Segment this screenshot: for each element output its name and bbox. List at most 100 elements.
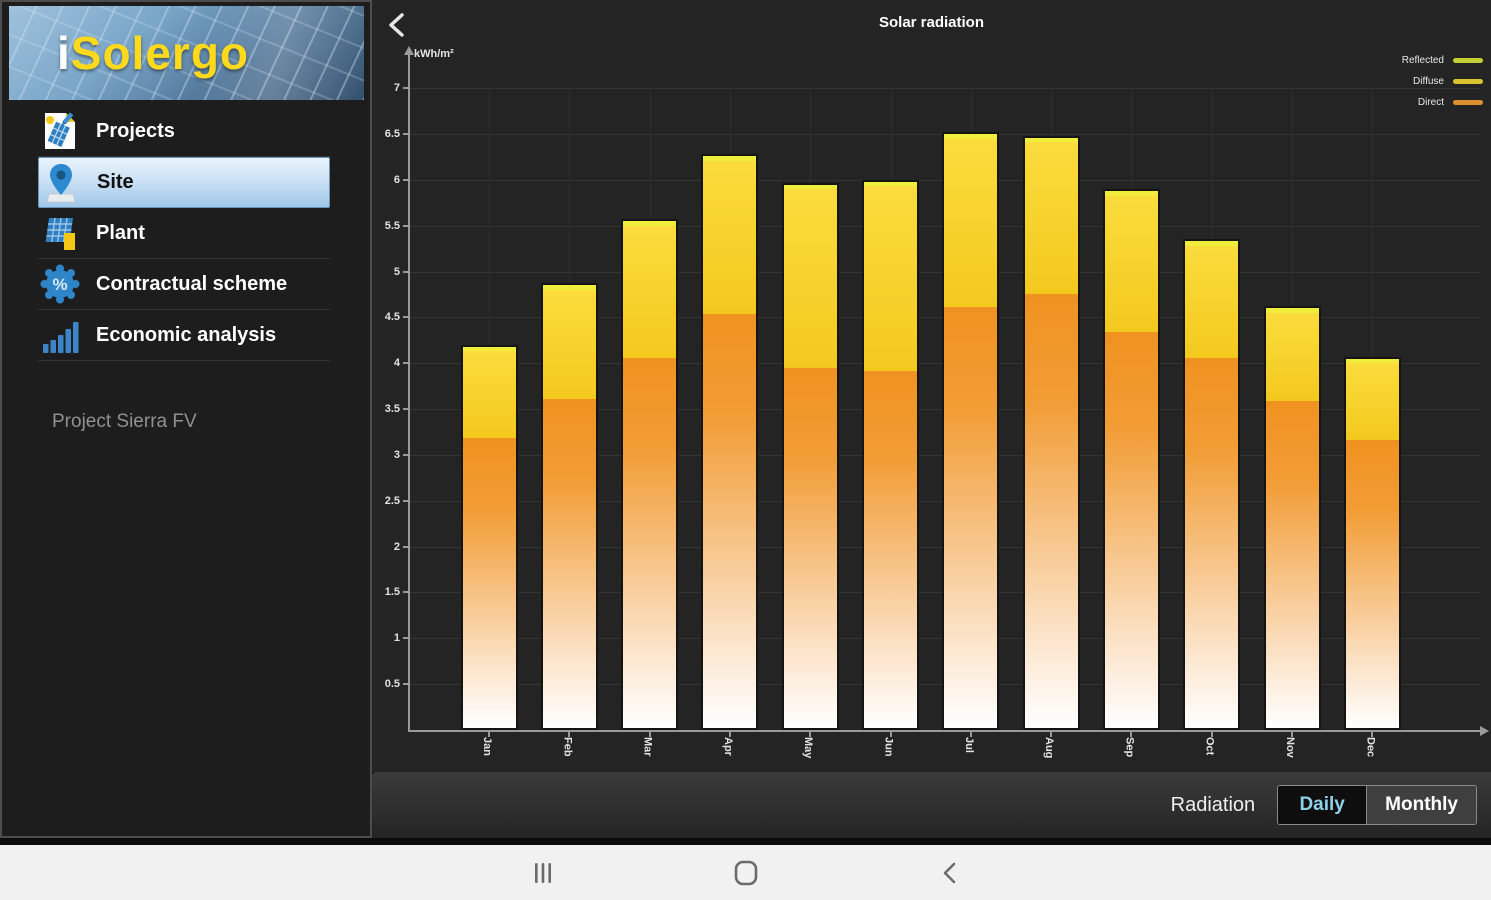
- y-axis-tick: [403, 362, 409, 365]
- x-label-aug: Aug: [1043, 737, 1056, 759]
- bar-oct: [1183, 239, 1241, 730]
- sidebar: iSolergo: [0, 0, 372, 838]
- y-tick-label: 2: [393, 540, 400, 553]
- bar-segment-direct: [1185, 357, 1239, 728]
- chart-legend: Reflected Diffuse Direct: [1402, 50, 1483, 113]
- x-axis-tick: [1371, 732, 1374, 737]
- site-pin-icon: [39, 161, 83, 205]
- bar-segment-diffuse: [864, 186, 917, 372]
- x-axis-tick: [969, 732, 972, 737]
- y-axis-arrow: [404, 46, 414, 55]
- bar-segment-diffuse: [1104, 195, 1158, 333]
- sidebar-item-projects[interactable]: Projects: [38, 106, 330, 157]
- recent-apps-icon[interactable]: [531, 845, 555, 900]
- bar-segment-diffuse: [703, 160, 757, 314]
- bar-nov: [1263, 306, 1321, 730]
- bar-segment-reflected: [1185, 241, 1239, 246]
- bar-segment-direct: [462, 437, 516, 728]
- bar-segment-reflected: [864, 181, 917, 187]
- bar-apr: [701, 154, 759, 730]
- app-logo-text: iSolergo: [9, 26, 249, 80]
- y-axis-unit-label: kWh/m²: [414, 48, 454, 60]
- legend-row-diffuse: Diffuse: [1402, 71, 1483, 92]
- bar-may: [781, 182, 839, 730]
- y-tick-label: 6: [393, 173, 400, 186]
- bar-segment-direct: [542, 398, 596, 728]
- y-axis-tick: [403, 683, 409, 686]
- bar-segment-direct: [944, 307, 998, 728]
- bar-segment-diffuse: [542, 289, 596, 399]
- nav-back-icon[interactable]: [941, 845, 957, 900]
- y-tick-label: 5: [393, 265, 400, 278]
- x-label-jan: Jan: [481, 737, 493, 756]
- back-button[interactable]: [384, 10, 410, 40]
- x-axis-tick: [809, 732, 812, 737]
- sidebar-item-contractual-scheme[interactable]: % Contractual scheme: [38, 259, 330, 310]
- x-label-may: May: [802, 737, 815, 759]
- x-axis-tick: [1291, 732, 1293, 737]
- contract-gear-percent-icon: %: [38, 262, 82, 306]
- y-tick-label: 4.5: [384, 311, 400, 324]
- legend-label: Direct: [1417, 97, 1444, 108]
- x-axis-tick: [889, 732, 892, 737]
- sidebar-item-economic-analysis[interactable]: Economic analysis: [38, 310, 330, 361]
- y-tick-label: 7: [393, 82, 400, 95]
- radiation-controls-bar: Radiation Daily Monthly: [372, 772, 1491, 838]
- y-tick-label: 1.5: [384, 586, 400, 599]
- home-icon[interactable]: [733, 845, 759, 900]
- grid-line-h: [410, 88, 1480, 90]
- bar-segment-reflected: [1104, 190, 1158, 196]
- sidebar-item-label: Projects: [96, 119, 175, 142]
- chart-title: Solar radiation: [878, 14, 985, 31]
- x-label-apr: Apr: [721, 737, 734, 756]
- project-name: Project Sierra FV: [52, 411, 197, 432]
- legend-label: Reflected: [1401, 55, 1444, 66]
- y-tick-label: 2.5: [384, 494, 400, 507]
- y-tick-label: 0.5: [384, 678, 400, 691]
- y-axis-tick: [403, 270, 409, 273]
- y-tick-label: 5.5: [384, 219, 400, 232]
- logo-prefix: i: [57, 27, 71, 79]
- sidebar-menu: Projects Site: [2, 106, 370, 361]
- x-label-feb: Feb: [561, 737, 574, 757]
- sidebar-item-plant[interactable]: Plant: [38, 208, 330, 259]
- daily-button[interactable]: Daily: [1278, 786, 1367, 824]
- y-axis-tick: [403, 453, 409, 456]
- y-tick-label: 6.5: [384, 127, 400, 140]
- x-axis-tick: [1050, 732, 1053, 737]
- y-axis-tick: [403, 178, 409, 181]
- bar-segment-direct: [1104, 332, 1158, 728]
- bar-segment-diffuse: [1024, 142, 1078, 294]
- y-axis: [408, 55, 410, 730]
- bar-segment-reflected: [1345, 358, 1399, 364]
- bar-segment-diffuse: [944, 138, 998, 308]
- y-axis-tick: [403, 545, 409, 548]
- bar-jan: [460, 344, 518, 730]
- sidebar-item-site[interactable]: Site: [38, 157, 330, 208]
- x-axis-arrow: [1480, 726, 1489, 736]
- y-axis-tick: [403, 316, 409, 319]
- bar-segment-direct: [1265, 400, 1319, 728]
- bar-segment-diffuse: [1185, 245, 1239, 358]
- x-axis: [408, 730, 1480, 732]
- x-label-oct: Oct: [1203, 737, 1216, 756]
- bar-segment-reflected: [783, 184, 837, 190]
- monthly-button[interactable]: Monthly: [1366, 786, 1476, 824]
- y-axis-tick: [403, 408, 409, 411]
- x-axis-tick: [1130, 732, 1133, 737]
- x-axis-tick: [568, 732, 571, 737]
- sidebar-item-label: Plant: [96, 221, 145, 244]
- bar-sep: [1102, 188, 1160, 730]
- y-tick-label: 3: [393, 448, 400, 461]
- bar-segment-direct: [703, 313, 757, 728]
- x-label-jun: Jun: [882, 737, 895, 757]
- logo-name: Solergo: [70, 27, 250, 79]
- bar-segment-direct: [864, 371, 917, 728]
- bar-segment-direct: [623, 357, 677, 728]
- x-label-nov: Nov: [1284, 737, 1296, 758]
- economic-bar-chart-icon: [38, 313, 82, 357]
- daily-monthly-toggle: Daily Monthly: [1277, 785, 1477, 825]
- bar-jun: [862, 179, 919, 730]
- x-axis-tick: [1210, 732, 1213, 737]
- bar-segment-reflected: [623, 221, 677, 226]
